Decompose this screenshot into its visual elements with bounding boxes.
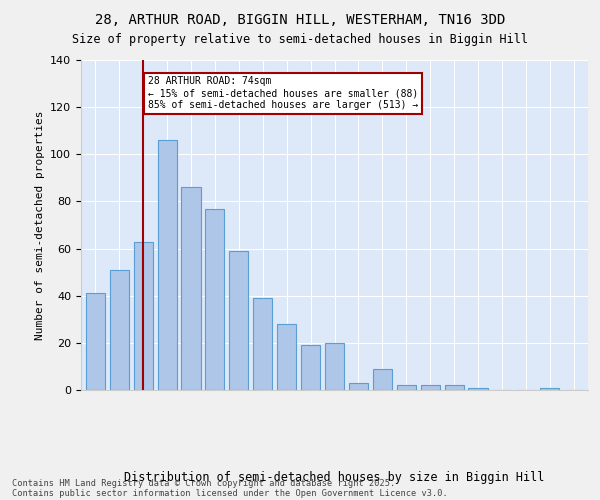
Bar xyxy=(86,294,105,390)
Bar xyxy=(397,386,416,390)
Y-axis label: Number of semi-detached properties: Number of semi-detached properties xyxy=(35,110,44,340)
Bar xyxy=(205,208,224,390)
Bar xyxy=(469,388,488,390)
Text: Size of property relative to semi-detached houses in Biggin Hill: Size of property relative to semi-detach… xyxy=(72,32,528,46)
Bar xyxy=(158,140,176,390)
Bar xyxy=(301,345,320,390)
Text: 28, ARTHUR ROAD, BIGGIN HILL, WESTERHAM, TN16 3DD: 28, ARTHUR ROAD, BIGGIN HILL, WESTERHAM,… xyxy=(95,12,505,26)
Bar xyxy=(540,388,559,390)
Bar xyxy=(373,369,392,390)
Text: Contains HM Land Registry data © Crown copyright and database right 2025.: Contains HM Land Registry data © Crown c… xyxy=(12,478,395,488)
Bar xyxy=(421,386,440,390)
Bar xyxy=(181,188,200,390)
X-axis label: Distribution of semi-detached houses by size in Biggin Hill: Distribution of semi-detached houses by … xyxy=(124,471,545,484)
Text: Contains public sector information licensed under the Open Government Licence v3: Contains public sector information licen… xyxy=(12,488,448,498)
Bar xyxy=(134,242,153,390)
Text: 28 ARTHUR ROAD: 74sqm
← 15% of semi-detached houses are smaller (88)
85% of semi: 28 ARTHUR ROAD: 74sqm ← 15% of semi-deta… xyxy=(148,76,418,110)
Bar xyxy=(349,383,368,390)
Bar xyxy=(445,386,464,390)
Bar xyxy=(325,343,344,390)
Bar xyxy=(229,251,248,390)
Bar xyxy=(277,324,296,390)
Bar xyxy=(110,270,129,390)
Bar xyxy=(253,298,272,390)
